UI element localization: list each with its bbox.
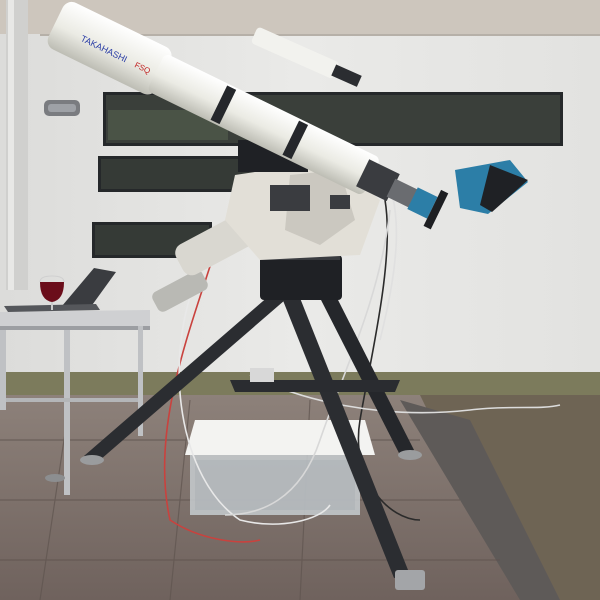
ccd-camera <box>407 187 438 219</box>
folding-table <box>0 268 150 495</box>
tripod-leg-right <box>320 296 414 455</box>
guide-scope <box>251 27 339 79</box>
focuser <box>356 159 400 202</box>
table-top <box>0 310 150 330</box>
control-box <box>250 368 274 382</box>
storage-box <box>185 420 375 515</box>
tripod-spreader <box>230 380 400 392</box>
tube-ring-2 <box>282 120 309 160</box>
optical-tube <box>148 55 379 194</box>
table-leg <box>64 330 70 495</box>
box-lid <box>185 420 375 455</box>
tripod-foot-front <box>395 570 425 590</box>
telescope: TAKAHASHI FSQ <box>47 1 528 230</box>
cables <box>163 129 561 543</box>
tripod-leg-front <box>282 298 410 578</box>
dew-shield <box>47 1 172 95</box>
laptop-screen <box>62 268 116 308</box>
tube-ring-1 <box>210 85 237 125</box>
kerb <box>400 400 560 600</box>
tripod-head <box>260 255 342 300</box>
tripod-leg-left <box>84 295 285 460</box>
counterweight-shaft <box>152 270 208 312</box>
wine-glass <box>40 282 64 302</box>
mount-label-plate <box>270 185 310 211</box>
equatorial-mount <box>152 140 380 312</box>
tripod <box>80 250 425 590</box>
